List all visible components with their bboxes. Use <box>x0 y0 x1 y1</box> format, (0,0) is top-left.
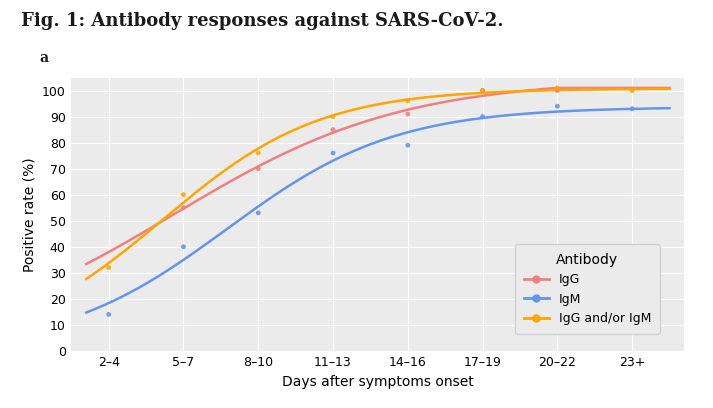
Point <box>327 113 339 120</box>
Point <box>402 111 414 117</box>
Point <box>627 87 638 94</box>
Text: Fig. 1: Antibody responses against SARS-CoV-2.: Fig. 1: Antibody responses against SARS-… <box>21 12 504 30</box>
Point <box>178 191 189 198</box>
Point <box>252 165 264 172</box>
Point <box>552 87 563 94</box>
Point <box>402 142 414 149</box>
X-axis label: Days after symptoms onset: Days after symptoms onset <box>282 375 473 389</box>
Point <box>402 98 414 104</box>
Point <box>327 150 339 156</box>
Point <box>252 210 264 216</box>
Point <box>103 311 114 318</box>
Legend: IgG, IgM, IgG and/or IgM: IgG, IgM, IgG and/or IgM <box>515 244 660 334</box>
Point <box>552 85 563 91</box>
Point <box>178 204 189 211</box>
Y-axis label: Positive rate (%): Positive rate (%) <box>22 157 36 271</box>
Point <box>477 87 488 94</box>
Point <box>552 103 563 109</box>
Point <box>327 126 339 133</box>
Text: a: a <box>39 51 48 65</box>
Point <box>252 150 264 156</box>
Point <box>627 106 638 112</box>
Point <box>103 264 114 271</box>
Point <box>477 113 488 120</box>
Point <box>477 87 488 94</box>
Point <box>178 244 189 250</box>
